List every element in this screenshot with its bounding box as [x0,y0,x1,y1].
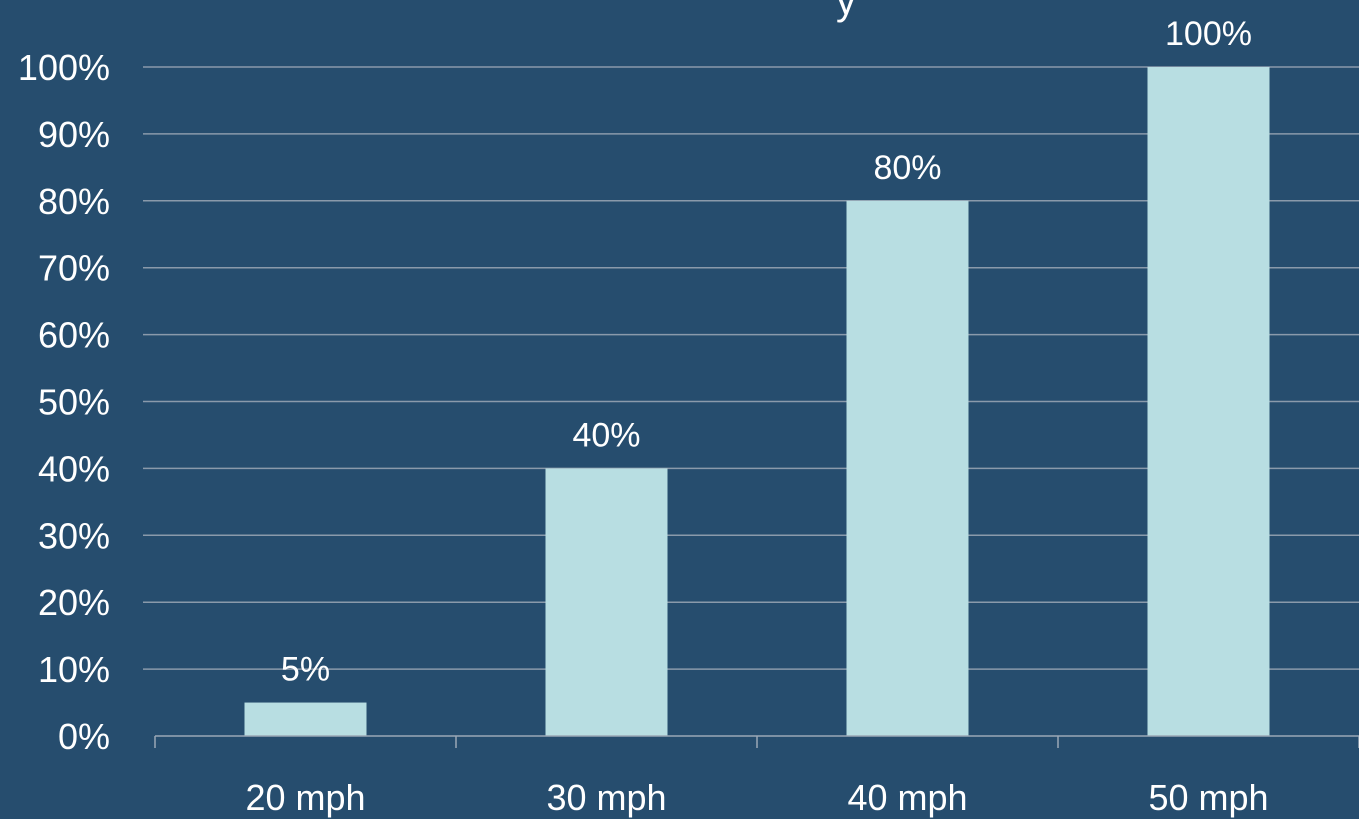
chart-title-fragment: y [836,0,856,23]
y-tick-label: 20% [38,582,110,623]
bar [1147,67,1270,736]
y-tick-label: 10% [38,649,110,690]
bar [545,468,668,736]
data-label: 80% [873,149,941,187]
data-label: 5% [281,651,330,689]
y-tick-label: 0% [58,716,110,757]
y-tick-label: 100% [18,47,110,88]
x-category-label: 30 mph [546,777,666,818]
y-tick-label: 40% [38,448,110,489]
data-label: 40% [572,416,640,454]
y-tick-label: 80% [38,181,110,222]
y-tick-label: 50% [38,382,110,423]
category-labels: 20 mph 30 mph 40 mph 50 mph [245,777,1268,818]
bars [244,67,1270,737]
data-label: 100% [1165,15,1252,53]
bar [244,702,367,736]
y-axis-tick-labels: 0% 10% 20% 30% 40% 50% 60% 70% 80% 90% 100% [18,47,110,757]
x-category-label: 20 mph [245,777,365,818]
data-labels: 5% 40% 80% 100% [281,15,1252,689]
y-tick-label: 90% [38,114,110,155]
x-category-label: 40 mph [847,777,967,818]
y-tick-label: 60% [38,315,110,356]
x-axis [154,735,1359,748]
x-category-label: 50 mph [1148,777,1268,818]
bar [846,200,969,737]
y-tick-label: 30% [38,515,110,556]
y-tick-label: 70% [38,248,110,289]
